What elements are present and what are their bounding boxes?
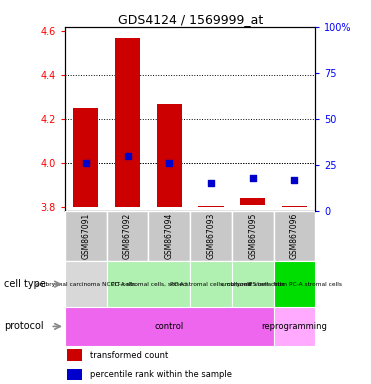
Point — [250, 175, 256, 181]
Point — [166, 160, 172, 166]
Text: IPS cells from PC-A stromal cells: IPS cells from PC-A stromal cells — [247, 281, 342, 287]
Bar — [273, 307, 315, 346]
Bar — [273, 211, 315, 261]
Text: GSM867092: GSM867092 — [123, 213, 132, 259]
Point — [292, 177, 298, 184]
Text: GSM867096: GSM867096 — [290, 213, 299, 259]
Bar — [232, 261, 273, 307]
Text: GSM867091: GSM867091 — [81, 213, 90, 259]
Bar — [198, 206, 223, 207]
Text: percentile rank within the sample: percentile rank within the sample — [90, 370, 232, 379]
Text: embryonic stem cells: embryonic stem cells — [221, 281, 284, 287]
Bar — [282, 206, 307, 207]
Bar — [232, 211, 273, 261]
Bar — [115, 38, 140, 207]
Text: protocol: protocol — [4, 321, 43, 331]
Text: PC-A stromal cells, cultured: PC-A stromal cells, cultured — [170, 281, 252, 287]
Bar — [68, 369, 82, 380]
Point — [208, 180, 214, 186]
Bar — [240, 198, 265, 205]
Point — [125, 153, 131, 159]
Bar — [273, 261, 315, 307]
Bar — [73, 108, 98, 207]
Bar — [190, 261, 232, 307]
Text: PC-A stromal cells, sorted: PC-A stromal cells, sorted — [111, 281, 186, 287]
Text: embryonal carcinoma NCCIT cells: embryonal carcinoma NCCIT cells — [36, 281, 135, 287]
Text: transformed count: transformed count — [90, 351, 168, 360]
Bar — [107, 211, 148, 261]
Text: GSM867094: GSM867094 — [165, 213, 174, 259]
Text: control: control — [155, 322, 184, 331]
Title: GDS4124 / 1569999_at: GDS4124 / 1569999_at — [118, 13, 263, 26]
Bar — [190, 211, 232, 261]
Text: cell type: cell type — [4, 279, 46, 289]
Bar — [157, 104, 182, 207]
Text: GSM867093: GSM867093 — [207, 213, 216, 259]
Bar — [107, 261, 190, 307]
Text: GSM867095: GSM867095 — [248, 213, 257, 259]
Bar — [65, 261, 107, 307]
Text: reprogramming: reprogramming — [262, 322, 328, 331]
Bar — [65, 307, 273, 346]
Point — [83, 160, 89, 166]
Bar — [148, 211, 190, 261]
Bar — [68, 349, 82, 361]
Bar — [65, 211, 107, 261]
